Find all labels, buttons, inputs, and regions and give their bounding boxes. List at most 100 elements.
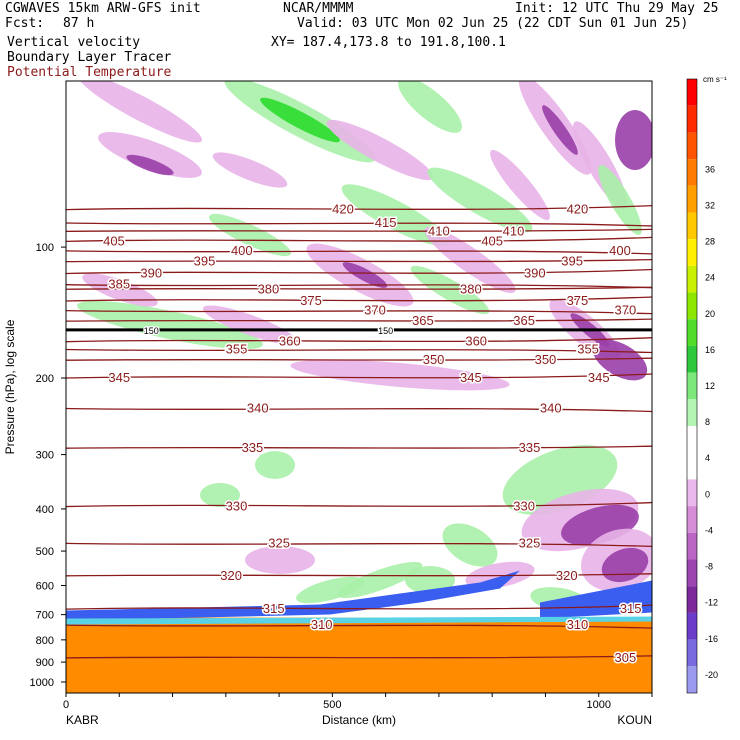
colorbar-swatch [687,345,697,373]
colorbar-swatch [687,479,697,507]
y-axis-label: Pressure (hPa), log scale [3,319,17,454]
velocity-region [296,576,364,604]
colorbar-swatch [687,372,697,400]
theta-label-400: 400 [609,243,631,258]
colorbar-tick-label: 4 [705,453,710,463]
theta-line-380 [66,286,652,290]
tropopause-label: 150 [378,326,393,336]
colorbar-swatch [687,185,697,213]
theta-line-365 [66,318,652,322]
theta-label-385: 385 [108,277,130,292]
theta-label-365: 365 [412,313,434,328]
y-tick-label: 300 [36,450,54,462]
colorbar-swatch [687,612,697,640]
y-tick-label: 800 [36,635,54,647]
colorbar-swatch [687,79,697,106]
field-boundary-layer-tracer: Boundary Layer Tracer [7,50,172,65]
theta-label-340: 340 [247,400,269,415]
cross-section-endpoints: XY= 187.4,173.8 to 191.8,100.1 [271,35,506,50]
theta-label-380: 380 [460,281,482,296]
theta-label-375: 375 [300,293,322,308]
theta-line-415 [66,222,652,227]
theta-line-310 [66,624,652,629]
theta-line-370 [66,310,652,315]
colorbar-tick-label: -20 [705,670,718,680]
theta-label-375: 375 [567,293,589,308]
colorbar-tick-label: 28 [705,237,715,247]
y-tick-label: 200 [36,373,54,385]
init-time: Init: 12 UTC Thu 29 May 25 [515,1,719,16]
velocity-region [208,213,292,257]
theta-label-345: 345 [108,370,130,385]
theta-label-325: 325 [519,535,541,550]
colorbar-swatch [687,159,697,186]
theta-label-360: 360 [279,334,301,349]
theta-label-315: 315 [263,601,285,616]
colorbar-swatch [687,452,697,480]
velocity-region [442,523,498,567]
endpoint-right: KOUN [617,713,652,727]
velocity-region [592,339,648,381]
colorbar-swatch [687,292,697,320]
theta-line-400 [66,250,652,255]
theta-label-310: 310 [567,617,589,632]
theta-line-335 [66,445,652,449]
velocity-region [202,305,298,345]
tropopause-label: 150 [144,326,159,336]
colorbar-tick-label: 0 [705,489,710,499]
colorbar-swatch [687,666,697,693]
theta-label-370: 370 [364,303,386,318]
theta-line-420 [66,204,652,211]
x-tick-label: 0 [63,699,69,711]
velocity-region [98,132,202,178]
colorbar-tick-label: 12 [705,381,715,391]
theta-label-420: 420 [567,202,589,217]
theta-label-370: 370 [615,303,637,318]
colorbar-tick-label: -4 [705,525,713,535]
colorbar-swatch [687,239,697,266]
theta-label-335: 335 [519,440,541,455]
theta-line-410 [66,228,652,233]
theta-label-355: 355 [577,342,599,357]
theta-contours [66,204,652,659]
colorbar-tick-label: 16 [705,345,715,355]
axes: 100 200 300 400 500 600 700 800 900 1000 0 500 1000 [30,242,653,711]
theta-label-410: 410 [503,223,525,238]
theta-label-350: 350 [535,352,557,367]
plot-frame [65,80,653,694]
colorbar-swatch [687,532,697,560]
theta-label-325: 325 [268,535,290,550]
colorbar-swatch [687,105,697,133]
colorbar: 36 32 28 24 20 16 12 8 4 0 -4 -8 -12 -16 -20 [686,78,718,694]
velocity-region [245,546,315,574]
theta-line-405 [66,236,652,243]
theta-label-335: 335 [242,440,264,455]
theta-label-305: 305 [615,650,637,665]
y-tick-label: 100 [36,242,54,254]
theta-label-405: 405 [103,233,125,248]
forecast-hour: 87 h [63,16,95,31]
y-tick-label: 700 [36,610,54,622]
theta-label-320: 320 [220,568,242,583]
theta-label-360: 360 [465,334,487,349]
x-axis-label: Distance (km) [322,713,396,727]
velocity-region [126,154,174,176]
velocity-region [212,152,288,188]
colorbar-tick-label: 20 [705,309,715,319]
y-tick-label: 500 [36,546,54,558]
colorbar-tick-label: 24 [705,273,715,283]
theta-label-330: 330 [226,499,248,514]
colorbar-tick-label: 36 [705,164,715,174]
theta-line-320 [66,573,652,577]
theta-label-395: 395 [561,254,583,269]
theta-line-345 [66,373,652,379]
field-vertical-velocity: Vertical velocity [7,35,141,50]
velocity-region [255,451,295,479]
model-title: CGWAVES 15km ARW-GFS init [5,1,201,16]
velocity-region [410,265,490,315]
x-tick-label: 1000 [586,699,610,711]
theta-label-345: 345 [460,370,482,385]
velocity-region [341,184,449,246]
theta-line-355 [66,348,652,354]
